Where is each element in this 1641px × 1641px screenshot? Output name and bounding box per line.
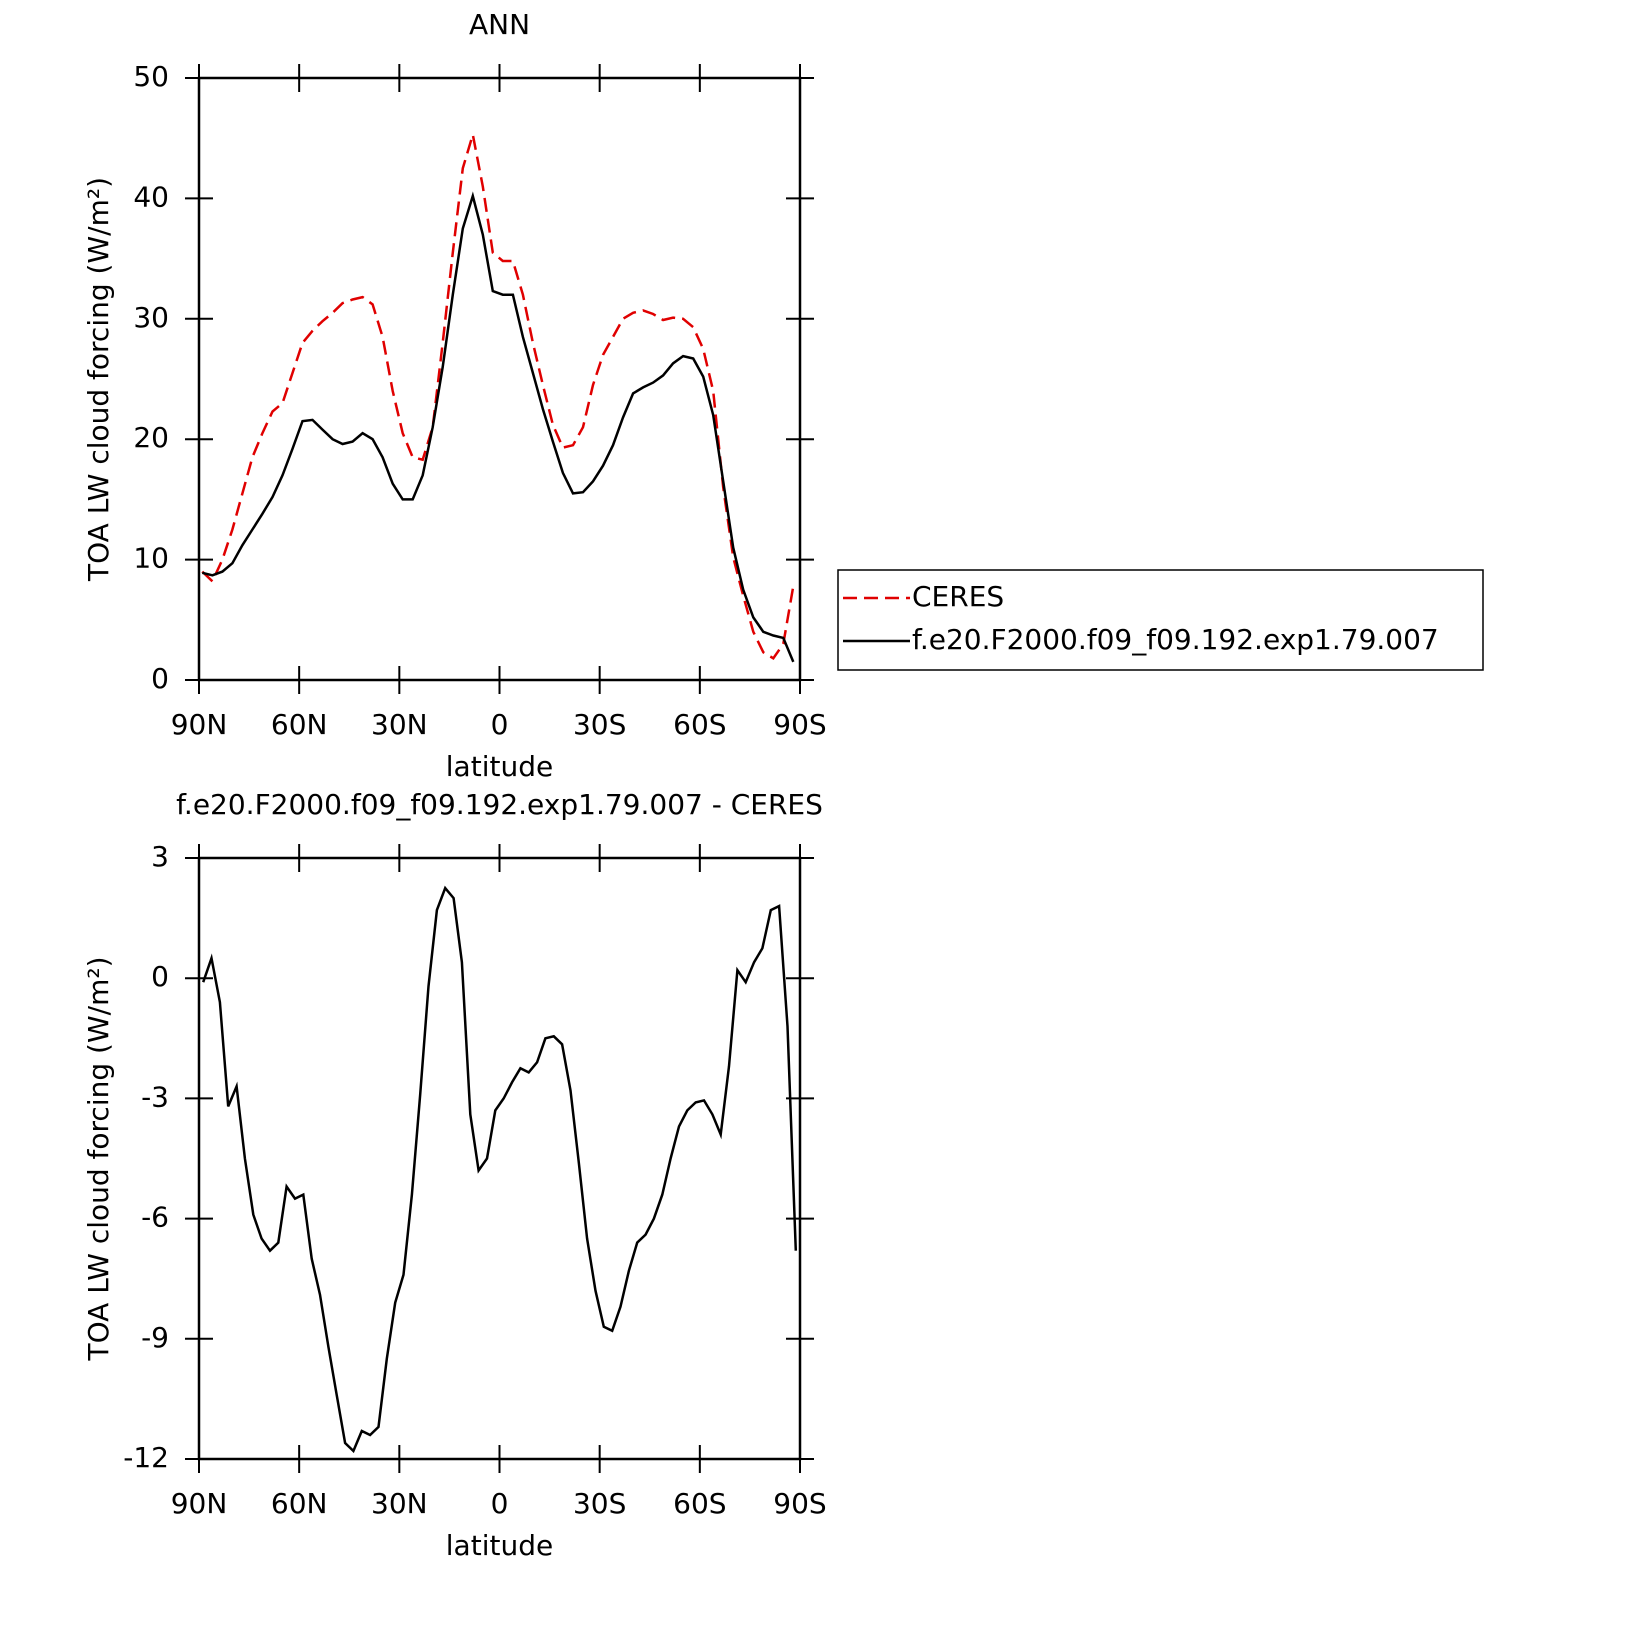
y-tick-label: 20 — [133, 421, 169, 454]
y-tick-label: 0 — [151, 960, 169, 993]
y-tick-label: 3 — [151, 840, 169, 873]
x-tick-label: 90S — [773, 1487, 826, 1520]
y-tick-label: 50 — [133, 60, 169, 93]
y-tick-label: -9 — [141, 1321, 169, 1354]
chart-title: f.e20.F2000.f09_f09.192.exp1.79.007 - CE… — [176, 788, 823, 821]
x-tick-label: 90N — [171, 1487, 228, 1520]
x-axis-label: latitude — [446, 1529, 553, 1562]
data-line — [201, 191, 795, 663]
legend-label: CERES — [912, 580, 1004, 613]
y-tick-label: -12 — [123, 1441, 169, 1474]
y-tick-label: -6 — [141, 1201, 169, 1234]
x-tick-label: 30S — [573, 1487, 626, 1520]
x-tick-label: 0 — [491, 1487, 509, 1520]
x-tick-label: 60S — [673, 708, 726, 741]
legend-label: f.e20.F2000.f09_f09.192.exp1.79.007 — [912, 623, 1439, 656]
y-tick-label: 10 — [133, 542, 169, 575]
x-axis-label: latitude — [446, 750, 553, 783]
y-tick-label: 0 — [151, 662, 169, 695]
x-tick-label: 60N — [271, 1487, 328, 1520]
x-tick-label: 90N — [171, 708, 228, 741]
data-line — [202, 885, 798, 1454]
chart-title: ANN — [469, 8, 530, 41]
x-tick-label: 30N — [371, 1487, 428, 1520]
x-tick-label: 30S — [573, 708, 626, 741]
x-tick-label: 30N — [371, 708, 428, 741]
y-axis-label: TOA LW cloud forcing (W/m²) — [82, 177, 115, 582]
y-tick-label: -3 — [141, 1080, 169, 1113]
data-line — [201, 134, 795, 660]
y-tick-label: 40 — [133, 180, 169, 213]
legend-box — [837, 569, 1484, 671]
plot-frame — [197, 856, 802, 1461]
x-tick-label: 0 — [491, 708, 509, 741]
x-tick-label: 60N — [271, 708, 328, 741]
x-tick-label: 60S — [673, 1487, 726, 1520]
y-axis-label: TOA LW cloud forcing (W/m²) — [82, 957, 115, 1362]
x-tick-label: 90S — [773, 708, 826, 741]
y-tick-label: 30 — [133, 301, 169, 334]
